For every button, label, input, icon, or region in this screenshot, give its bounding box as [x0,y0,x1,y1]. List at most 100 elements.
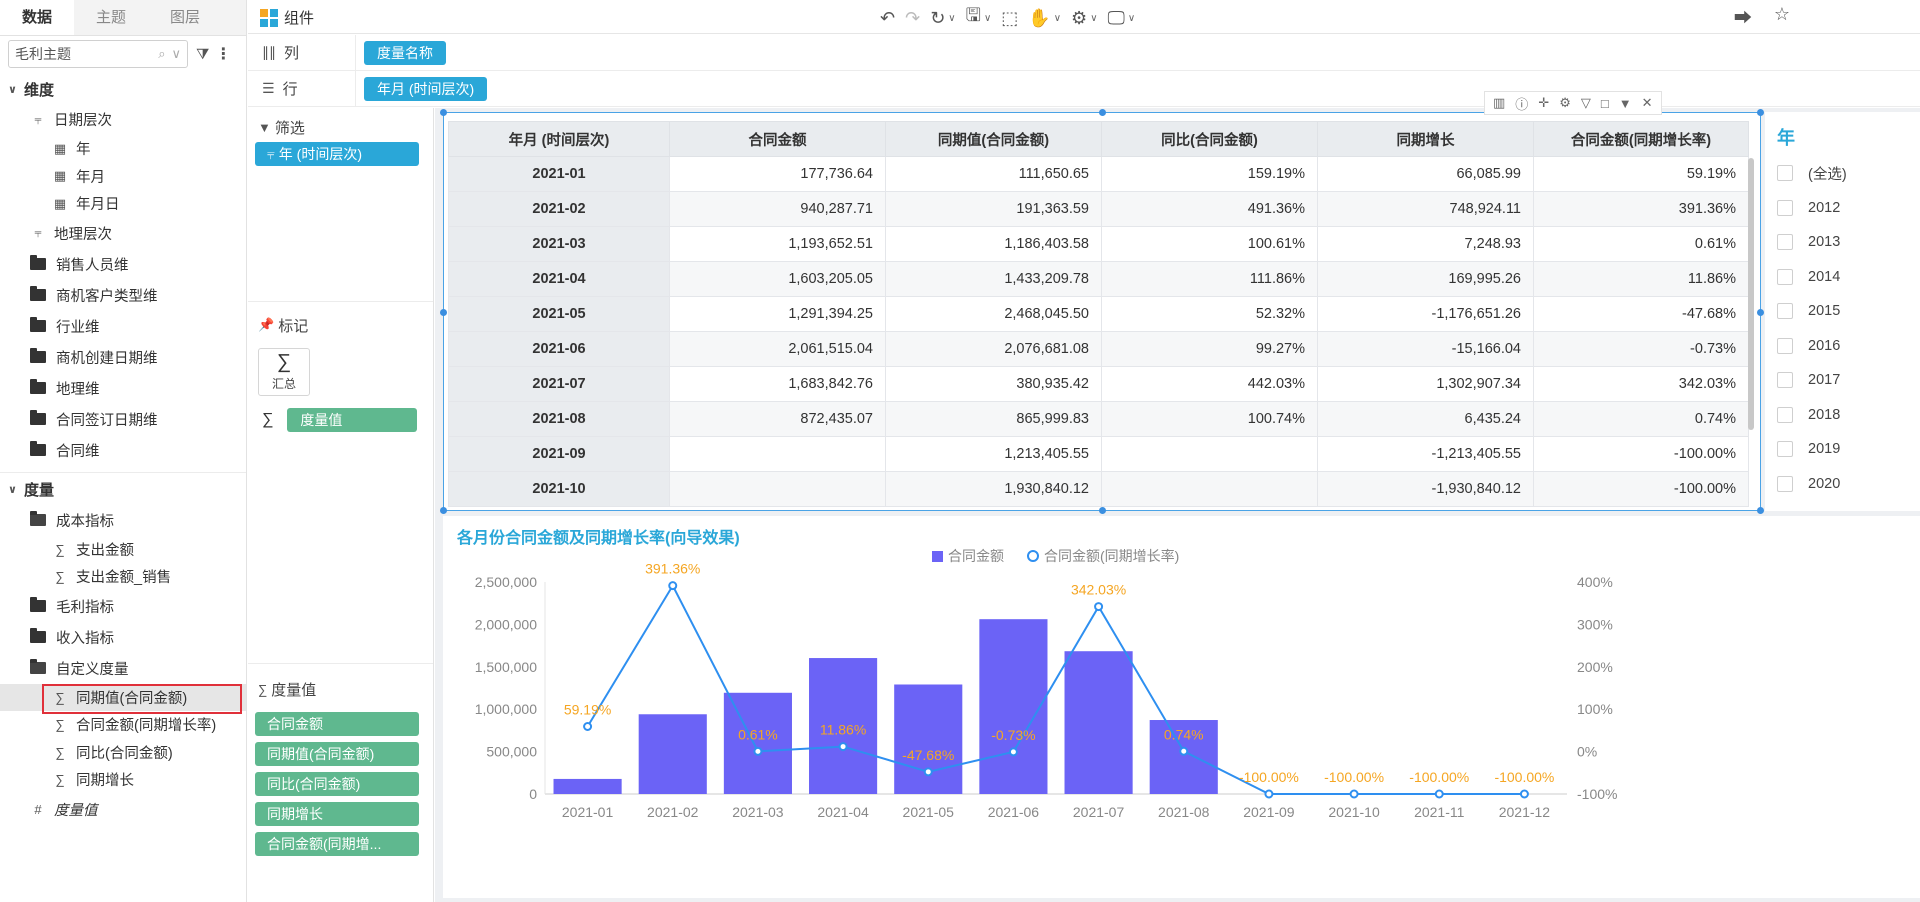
measure-item[interactable]: ∑ 同比(合同金额) [0,739,246,767]
measure-pill[interactable]: 合同金额(同期增... [255,832,419,856]
measure-item-selected[interactable]: ∑ 同期值(合同金额) [0,683,246,714]
chevron-down-icon[interactable]: ∨ [171,46,181,61]
column-header[interactable]: 同比(合同金额) [1101,121,1318,157]
folder-item[interactable]: 商机客户类型维 [0,280,246,311]
table-cell[interactable]: -47.68% [1533,296,1749,332]
table-cell[interactable]: 391.36% [1533,191,1749,227]
measure-pill[interactable]: 同期值(合同金额) [255,742,419,766]
year-option[interactable]: 2016 [1765,329,1920,364]
resize-handle[interactable] [1757,109,1764,116]
year-option[interactable]: 2015 [1765,294,1920,329]
table-cell[interactable]: 0.61% [1533,226,1749,262]
column-header[interactable]: 同期值(合同金额) [885,121,1102,157]
measure-value-item[interactable]: # 度量值 [0,794,246,825]
table-cell[interactable]: 159.19% [1101,156,1318,192]
resize-handle[interactable] [1757,507,1764,514]
table-cell[interactable] [1101,436,1318,472]
folder-item[interactable]: 行业维 [0,311,246,342]
table-cell[interactable]: 342.03% [1533,366,1749,402]
table-cell[interactable]: 7,248.93 [1317,226,1534,262]
chevron-down-icon[interactable]: ∨ [8,484,17,496]
preview-icon[interactable]: ⬚ [1001,7,1019,28]
date-hierarchy-item[interactable]: ⫧ 日期层次 [0,104,246,135]
year-option[interactable]: 2013 [1765,225,1920,260]
checkbox[interactable] [1777,234,1793,251]
table-cell[interactable]: 1,193,652.51 [669,226,886,262]
rows-pill[interactable]: 年月 (时间层次) [364,76,488,101]
year-option[interactable]: 2012 [1765,191,1920,226]
table-cell[interactable]: 380,935.42 [885,366,1102,402]
table-cell[interactable]: 1,683,842.76 [669,366,886,402]
row-header-cell[interactable]: 2021-01 [448,156,670,192]
table-cell[interactable]: 6,435.24 [1317,401,1534,437]
filter-pill[interactable]: ⫧ 年 (时间层次) [255,142,419,166]
geo-hierarchy-item[interactable]: ⫧ 地理层次 [0,218,246,249]
gear-icon[interactable]: ⚙ ∨ [1071,7,1098,28]
dropdown-icon[interactable]: ▼ [1618,95,1632,111]
table-cell[interactable]: 940,287.71 [669,191,886,227]
table-cell[interactable]: 191,363.59 [885,191,1102,227]
redo-icon[interactable]: ↷ [905,7,921,28]
table-cell[interactable]: 2,076,681.08 [885,331,1102,367]
filter-settings-icon[interactable]: ⧩ [196,45,210,63]
year-option[interactable]: 2017 [1765,363,1920,398]
folder-item-income[interactable]: 收入指标 [0,622,246,653]
dimension-header[interactable]: ∨ 维度 [0,74,246,104]
date-level-year[interactable]: ▦ 年 [0,135,246,163]
maximize-icon[interactable]: □ [1600,95,1609,111]
table-cell[interactable]: 491.36% [1101,191,1318,227]
resize-handle[interactable] [440,507,447,514]
move-icon[interactable]: ✛ [1538,95,1550,110]
table-cell[interactable]: 1,603,205.05 [669,261,886,297]
date-level-yearmonth[interactable]: ▦ 年月 [0,163,246,191]
date-level-yearmonthday[interactable]: ▦ 年月日 [0,190,246,218]
row-header-cell[interactable]: 2021-05 [448,296,670,332]
search-icon[interactable]: ⌕ [158,46,166,61]
measure-item[interactable]: ∑ 支出金额 [0,536,246,564]
year-option[interactable]: 2018 [1765,398,1920,433]
columns-pill[interactable]: 度量名称 [364,40,446,65]
folder-item[interactable]: 地理维 [0,373,246,404]
refresh-icon[interactable]: ↻ ∨ [930,7,956,28]
share-icon[interactable]: ⮕ [1733,8,1752,28]
undo-icon[interactable]: ↶ [880,7,896,28]
measure-item[interactable]: ∑ 支出金额_销售 [0,563,246,591]
save-icon[interactable]: 🖫 ∨ [965,5,992,25]
table-cell[interactable]: 66,085.99 [1317,156,1534,192]
table-cell[interactable]: 99.27% [1101,331,1318,367]
measure-header[interactable]: ∨ 度量 [0,475,246,505]
table-cell[interactable]: 100.61% [1101,226,1318,262]
row-header-cell[interactable]: 2021-02 [448,191,670,227]
monitor-icon[interactable]: 🖵 ∨ [1107,7,1136,28]
checkbox[interactable] [1777,199,1793,216]
year-option[interactable]: 2014 [1765,260,1920,295]
table-cell[interactable]: 52.32% [1101,296,1318,332]
hand-icon[interactable]: ✋ ∨ [1028,7,1062,28]
resize-handle[interactable] [1757,309,1764,316]
row-header-cell[interactable]: 2021-10 [448,471,670,507]
tab-theme[interactable]: 主题 [95,9,126,26]
close-icon[interactable]: ✕ [1641,95,1653,110]
tab-data[interactable]: 数据 [0,0,74,35]
checkbox[interactable] [1777,268,1793,285]
component-menu[interactable]: 组件 [260,7,314,28]
table-cell[interactable]: 59.19% [1533,156,1749,192]
row-header-cell[interactable]: 2021-03 [448,226,670,262]
table-cell[interactable]: 2,468,045.50 [885,296,1102,332]
measure-item[interactable]: ∑ 同期增长 [0,766,246,794]
table-cell[interactable] [669,436,886,472]
measure-pill[interactable]: 同比(合同金额) [255,772,419,796]
resize-handle[interactable] [1099,507,1106,514]
folder-item[interactable]: 销售人员维 [0,249,246,280]
table-cell[interactable]: 865,999.83 [885,401,1102,437]
table-cell[interactable]: 0.74% [1533,401,1749,437]
filter-icon[interactable]: ▽ [1580,95,1591,110]
table-scrollbar[interactable] [1748,158,1754,430]
measure-pill[interactable]: 同期增长 [255,802,419,826]
gear-icon[interactable]: ⚙ [1559,95,1571,110]
checkbox[interactable] [1777,337,1793,354]
info-icon[interactable]: ⓘ [1515,96,1529,112]
table-widget[interactable]: ▥ ⓘ ✛ ⚙ ▽ □ ▼ ✕ 年月 (时间层次) 合同金额 同期值(合同金额) 同比… [440,91,1764,514]
table-cell[interactable]: -0.73% [1533,331,1749,367]
year-option[interactable]: 2019 [1765,432,1920,467]
